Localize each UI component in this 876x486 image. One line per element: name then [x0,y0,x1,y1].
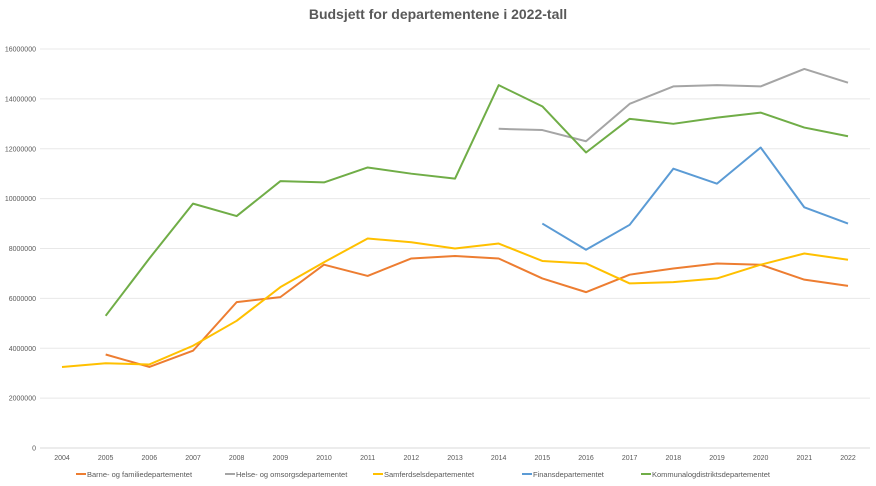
x-tick-label: 2006 [142,455,158,462]
y-tick-label: 14000000 [5,96,36,103]
x-tick-label: 2010 [316,455,332,462]
series-line-1 [498,67,849,143]
y-tick-label: 10000000 [5,196,36,203]
x-tick-label: 2018 [666,455,682,462]
series-line-3 [541,146,849,251]
x-tick-label: 2021 [797,455,813,462]
y-tick-label: 4000000 [9,346,36,353]
chart-title: Budsjett for departementene i 2022-tall [309,6,567,22]
legend-label: Kommunalogdistriktsdepartementet [652,470,771,479]
legend-label: Helse- og omsorgsdepartementet [236,470,348,479]
x-tick-label: 2005 [98,455,114,462]
x-tick-label: 2004 [54,455,70,462]
x-tick-label: 2017 [622,455,638,462]
x-tick-label: 2019 [709,455,725,462]
x-tick-label: 2008 [229,455,245,462]
y-tick-label: 8000000 [9,246,36,253]
series-line-2 [61,237,849,368]
x-tick-label: 2009 [273,455,289,462]
legend-label: Samferdselsdepartementet [384,470,475,479]
series-line-0 [105,254,849,368]
x-tick-label: 2022 [840,455,856,462]
y-tick-label: 16000000 [5,47,36,54]
x-tick-label: 2016 [578,455,594,462]
legend-label: Finansdepartementet [533,470,605,479]
y-tick-label: 6000000 [9,296,36,303]
x-tick-label: 2007 [185,455,201,462]
x-tick-label: 2015 [535,455,551,462]
x-tick-label: 2011 [360,455,375,462]
x-tick-label: 2012 [404,455,420,462]
y-tick-label: 2000000 [9,396,36,403]
series-line-4 [104,84,849,317]
legend-label: Barne- og familiedepartementet [87,470,193,479]
x-tick-label: 2020 [753,455,769,462]
y-tick-label: 0 [32,446,36,453]
x-tick-label: 2014 [491,455,507,462]
x-tick-label: 2013 [447,455,463,462]
y-tick-label: 12000000 [5,146,36,153]
